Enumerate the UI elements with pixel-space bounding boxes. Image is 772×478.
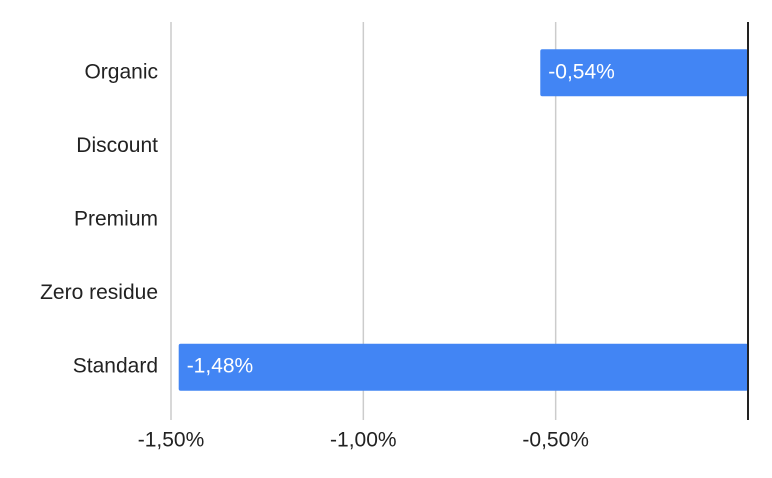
- x-tick-label: -1,50%: [138, 429, 205, 452]
- y-tick-label: Zero residue: [40, 281, 158, 304]
- y-tick-label: Organic: [84, 60, 158, 83]
- x-tick-label: -0,50%: [522, 429, 589, 452]
- bar: [178, 343, 748, 391]
- x-tick-label: -1,00%: [330, 429, 397, 452]
- y-tick-label: Standard: [73, 355, 158, 378]
- y-tick-label: Premium: [74, 208, 158, 231]
- value-label: -0,54%: [548, 60, 615, 83]
- value-label: -1,48%: [187, 355, 254, 378]
- y-tick-label: Discount: [76, 134, 158, 157]
- bar: [540, 49, 748, 97]
